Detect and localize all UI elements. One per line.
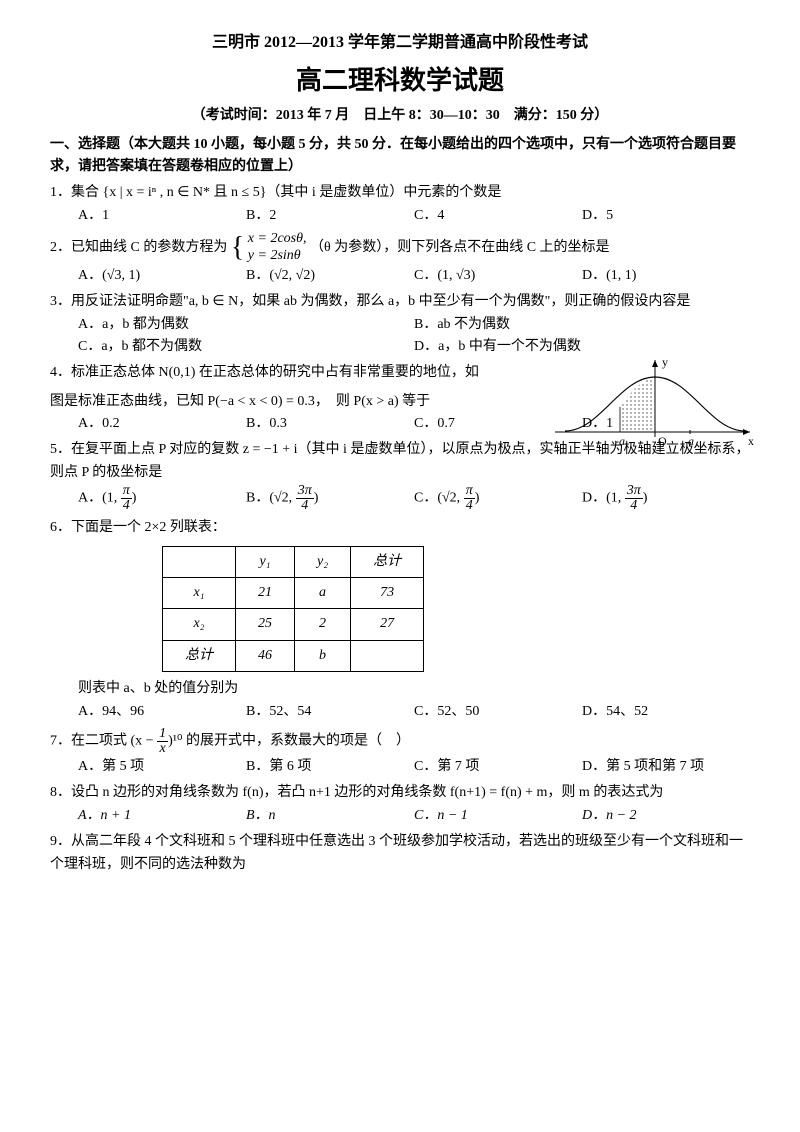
cell: x₂ [163, 609, 236, 640]
question-6: 6．下面是一个 2×2 列联表： y₁ y₂ 总计 x₁ 21 a 73 x₂ … [50, 517, 750, 723]
cell: y₂ [295, 546, 351, 577]
question-5: 5．在复平面上点 P 对应的复数 z = −1 + i（其中 i 是虚数单位），… [50, 439, 750, 513]
question-2: 2．已知曲线 C 的参数方程为 { x = 2cosθ, y = 2sinθ （… [50, 231, 750, 287]
q6-opt-a: A．94、96 [78, 701, 246, 723]
q2-opt-c: C．(1, √3) [414, 265, 582, 287]
contingency-table: y₁ y₂ 总计 x₁ 21 a 73 x₂ 25 2 27 总计 46 b [162, 546, 424, 673]
q5c-num: π [464, 484, 475, 499]
q8-opt-d: D．n − 2 [582, 805, 750, 827]
question-4: 4．标准正态总体 N(0,1) 在正态总体的研究中占有非常重要的地位，如 图是标… [50, 362, 750, 435]
q5c-den: 4 [464, 499, 475, 513]
q3-opt-a: A．a，b 都为偶数 [78, 314, 414, 336]
q5-opt-a: A．(1, π4) [78, 484, 246, 513]
question-1: 1．集合 {x | x = iⁿ , n ∈ N* 且 n ≤ 5}（其中 i … [50, 182, 750, 227]
cell: 总计 [163, 640, 236, 671]
q2-opt-b: B．(√2, √2) [246, 265, 414, 287]
q8-text: 8．设凸 n 边形的对角线条数为 f(n)，若凸 n+1 边形的对角线条数 f(… [50, 782, 750, 804]
q3-opt-c: C．a，b 都不为偶数 [78, 336, 414, 358]
cell: 2 [295, 609, 351, 640]
q1-opt-c: C．4 [414, 205, 582, 227]
question-3: 3．用反证法证明命题"a, b ∈ N，如果 ab 为偶数，那么 a，b 中至少… [50, 291, 750, 358]
section1-header: 一、选择题（本大题共 10 小题，每小题 5 分，共 50 分．在每小题给出的四… [50, 134, 750, 179]
table-row: x₂ 25 2 27 [163, 609, 424, 640]
cell [163, 546, 236, 577]
q7-den: x [157, 742, 168, 756]
q5b-den: 4 [296, 499, 314, 513]
q2-opt-a: A．(√3, 1) [78, 265, 246, 287]
q4-text2: 图是标准正态曲线，已知 P(−a < x < 0) = 0.3， 则 P(x >… [50, 391, 530, 413]
cell: 25 [236, 609, 295, 640]
cell: x₁ [163, 578, 236, 609]
q6-opt-d: D．54、52 [582, 701, 750, 723]
q5-opt-b: B．(√2, 3π4) [246, 484, 414, 513]
q5-opt-c: C．(√2, π4) [414, 484, 582, 513]
q5b-pre: B．(√2, [246, 491, 296, 506]
title-sub: 高二理科数学试题 [50, 60, 750, 102]
q9-text: 9．从高二年段 4 个文科班和 5 个理科班中任意选出 3 个班级参加学校活动，… [50, 831, 750, 876]
cell: 46 [236, 640, 295, 671]
q5a-den: 4 [121, 499, 132, 513]
q2-eq2: y = 2sinθ [248, 248, 301, 263]
q5a-pre: A．(1, [78, 491, 121, 506]
q2-eq1: x = 2cosθ, [248, 231, 307, 246]
label-y: y [662, 355, 668, 369]
cell: 总计 [351, 546, 424, 577]
cell: 27 [351, 609, 424, 640]
q5b-num: 3π [296, 484, 314, 499]
title-main: 三明市 2012—2013 学年第二学期普通高中阶段性考试 [50, 30, 750, 56]
q7-opt-c: C．第 7 项 [414, 756, 582, 778]
q7-opt-d: D．第 5 项和第 7 项 [582, 756, 750, 778]
q7-opt-b: B．第 6 项 [246, 756, 414, 778]
q7-num: 1 [157, 727, 168, 742]
q8-opt-c: C．n − 1 [414, 805, 582, 827]
q5d-post: ) [643, 491, 648, 506]
question-9: 9．从高二年段 4 个文科班和 5 个理科班中任意选出 3 个班级参加学校活动，… [50, 831, 750, 876]
q8-opt-b: B．n [246, 805, 414, 827]
q4-text1: 4．标准正态总体 N(0,1) 在正态总体的研究中占有非常重要的地位，如 [50, 362, 530, 384]
brace-icon: { [231, 234, 244, 262]
q5-opt-d: D．(1, 3π4) [582, 484, 750, 513]
table-row: x₁ 21 a 73 [163, 578, 424, 609]
q5b-post: ) [314, 491, 319, 506]
q5a-num: π [121, 484, 132, 499]
q5-text: 5．在复平面上点 P 对应的复数 z = −1 + i（其中 i 是虚数单位），… [50, 439, 750, 484]
question-8: 8．设凸 n 边形的对角线条数为 f(n)，若凸 n+1 边形的对角线条数 f(… [50, 782, 750, 827]
q6-opt-c: C．52、50 [414, 701, 582, 723]
cell: 21 [236, 578, 295, 609]
q1-opt-d: D．5 [582, 205, 750, 227]
q1-opt-b: B．2 [246, 205, 414, 227]
q6-text: 6．下面是一个 2×2 列联表： [50, 517, 750, 539]
cell: y₁ [236, 546, 295, 577]
q1-opt-a: A．1 [78, 205, 246, 227]
q2-suffix: （θ 为参数），则下列各点不在曲线 C 上的坐标是 [310, 240, 610, 255]
cell: a [295, 578, 351, 609]
q6-sub: 则表中 a、b 处的值分别为 [78, 678, 750, 700]
q7-pre: 7．在二项式 (x − [50, 734, 157, 749]
q2-opt-d: D．(1, 1) [582, 265, 750, 287]
q7-post: )¹⁰ 的展开式中，系数最大的项是（ ） [168, 734, 410, 749]
q5c-pre: C．(√2, [414, 491, 464, 506]
q1-text: 1．集合 {x | x = iⁿ , n ∈ N* 且 n ≤ 5}（其中 i … [50, 182, 750, 204]
table-row: y₁ y₂ 总计 [163, 546, 424, 577]
q3-opt-b: B．ab 不为偶数 [414, 314, 750, 336]
q5a-post: ) [132, 491, 137, 506]
q5d-num: 3π [625, 484, 643, 499]
exam-info: （考试时间：2013 年 7 月 日上午 8：30—10：30 满分：150 分… [50, 105, 750, 127]
q5d-den: 4 [625, 499, 643, 513]
q6-opt-b: B．52、54 [246, 701, 414, 723]
q3-text: 3．用反证法证明命题"a, b ∈ N，如果 ab 为偶数，那么 a，b 中至少… [50, 291, 750, 313]
q5d-pre: D．(1, [582, 491, 625, 506]
cell: 73 [351, 578, 424, 609]
question-7: 7．在二项式 (x − 1x)¹⁰ 的展开式中，系数最大的项是（ ） A．第 5… [50, 727, 750, 778]
q4-opt-b: B．0.3 [246, 413, 414, 435]
table-row: 总计 46 b [163, 640, 424, 671]
q2-prefix: 2．已知曲线 C 的参数方程为 [50, 240, 227, 255]
q8-opt-a: A．n + 1 [78, 805, 246, 827]
cell: b [295, 640, 351, 671]
q7-opt-a: A．第 5 项 [78, 756, 246, 778]
cell [351, 640, 424, 671]
q4-opt-a: A．0.2 [78, 413, 246, 435]
q5c-post: ) [475, 491, 480, 506]
